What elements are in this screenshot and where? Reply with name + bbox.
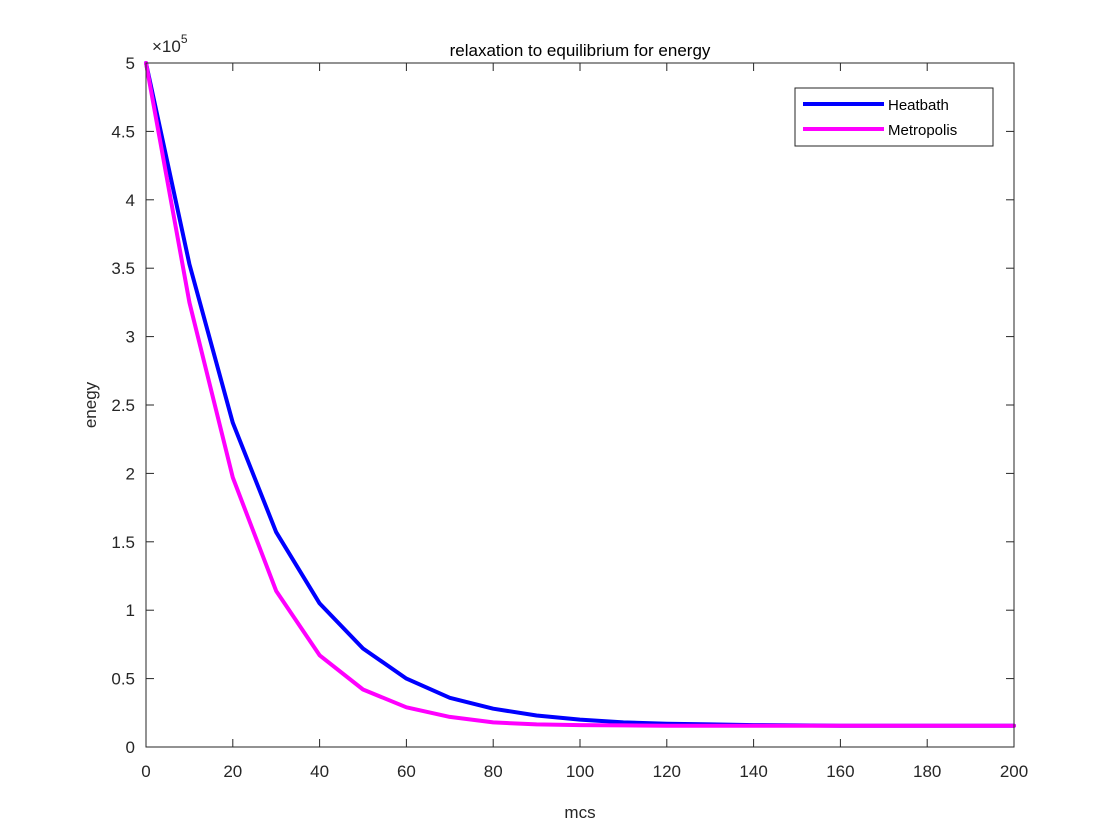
legend-box bbox=[794, 87, 994, 147]
y-tick-label: 0.5 bbox=[111, 670, 135, 689]
x-tick-label: 60 bbox=[397, 762, 416, 781]
y-tick-label: 4 bbox=[126, 191, 135, 210]
y-tick-label: 2.5 bbox=[111, 396, 135, 415]
y-axis-label: enegy bbox=[81, 381, 100, 428]
plot-background bbox=[146, 63, 1014, 747]
x-tick-label: 200 bbox=[1000, 762, 1028, 781]
series-line-metropolis bbox=[144, 61, 1016, 728]
x-tick-label: 100 bbox=[566, 762, 594, 781]
y-tick-label: 3.5 bbox=[111, 259, 135, 278]
y-tick-label: 2 bbox=[126, 464, 135, 483]
x-tick-label: 180 bbox=[913, 762, 941, 781]
x-tick-label: 40 bbox=[310, 762, 329, 781]
x-tick-label: 0 bbox=[141, 762, 150, 781]
legend-label-metropolis: Metropolis bbox=[888, 122, 957, 139]
y-tick-label: 3 bbox=[126, 328, 135, 347]
x-tick-label: 140 bbox=[739, 762, 767, 781]
x-tick-label: 160 bbox=[826, 762, 854, 781]
y-tick-label: 0 bbox=[126, 738, 135, 757]
x-tick-label: 20 bbox=[223, 762, 242, 781]
x-axis-ticks: 0 20 40 60 80 100 120 140 160 180 200 bbox=[141, 63, 1028, 781]
legend-label-heatbath: Heatbath bbox=[888, 97, 949, 114]
chart-title: relaxation to equilibrium for energy bbox=[450, 41, 711, 60]
y-multiplier-exponent: 5 bbox=[181, 32, 188, 46]
y-tick-label: 5 bbox=[126, 54, 135, 73]
y-tick-label: 1 bbox=[126, 601, 135, 620]
y-tick-label: 4.5 bbox=[111, 122, 135, 141]
plot-frame bbox=[145, 62, 1015, 748]
y-tick-label: 1.5 bbox=[111, 533, 135, 552]
x-axis-label: mcs bbox=[564, 803, 595, 822]
x-tick-label: 80 bbox=[484, 762, 503, 781]
y-multiplier: ×105 bbox=[152, 32, 188, 56]
legend: Heatbath Metropolis bbox=[794, 87, 994, 147]
y-axis-ticks: 0 0.5 1 1.5 2 2.5 3 3.5 4 4.5 5 bbox=[111, 54, 1014, 757]
y-multiplier-base: ×10 bbox=[152, 37, 181, 56]
x-tick-label: 120 bbox=[653, 762, 681, 781]
series-layer bbox=[144, 61, 1016, 728]
